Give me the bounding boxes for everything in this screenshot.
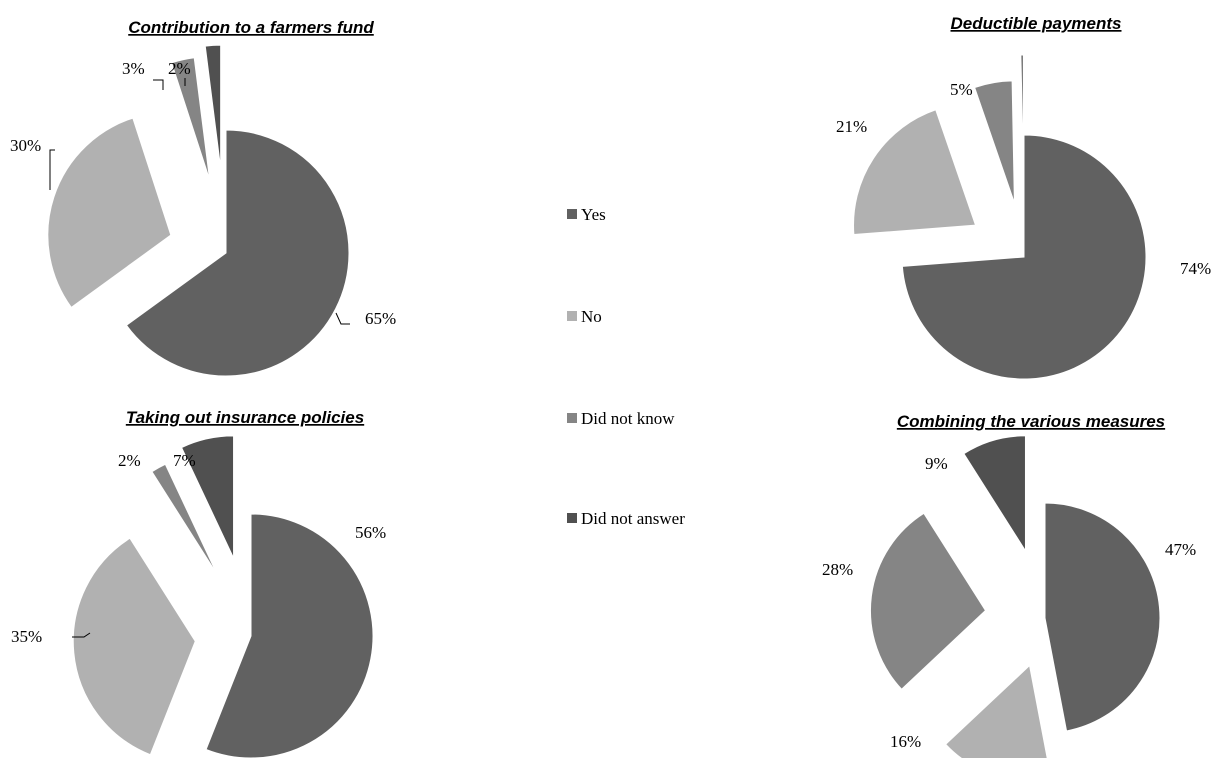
slice-did-not-answer (180, 435, 235, 559)
legend: Yes No Did not know Did not answer (567, 205, 685, 528)
data-label-did-not-know: 5% (950, 80, 973, 99)
slice-no (853, 109, 977, 236)
slice-no (72, 537, 196, 756)
slice-no (945, 664, 1048, 758)
legend-swatch (567, 513, 577, 523)
data-label-no: 30% (10, 136, 41, 155)
legend-item-did-not-know: Did not know (567, 409, 675, 428)
leader-line (335, 312, 350, 325)
pie-chart-contribution-to-a-farmers-fund: Contribution to a farmers fund 65% 30% 3% 2% (10, 18, 396, 377)
legend-label: No (581, 307, 602, 326)
chart-title: Combining the various measures (897, 412, 1165, 431)
data-label-did-not-know: 2% (118, 451, 141, 470)
slice-yes (125, 129, 350, 377)
data-label-yes: 65% (365, 309, 396, 328)
legend-item-did-not-answer: Did not answer (567, 509, 685, 528)
legend-label: Yes (581, 205, 606, 224)
leader-line (153, 79, 164, 90)
leader-line (49, 149, 55, 190)
chart-title: Taking out insurance policies (126, 408, 364, 427)
data-label-did-not-answer: 7% (173, 451, 196, 470)
slice-yes (901, 134, 1147, 380)
legend-item-no: No (567, 307, 602, 326)
legend-item-yes: Yes (567, 205, 606, 224)
data-label-did-not-know: 28% (822, 560, 853, 579)
chart-title: Contribution to a farmers fund (128, 18, 374, 37)
slice-did-not-know (151, 463, 218, 575)
legend-swatch (567, 413, 577, 423)
data-label-did-not-know: 3% (122, 59, 145, 78)
data-label-yes: 74% (1180, 259, 1211, 278)
leader-line (72, 632, 91, 638)
data-label-yes: 47% (1165, 540, 1196, 559)
slice-yes (205, 513, 374, 758)
data-label-no: 16% (890, 732, 921, 751)
data-label-yes: 56% (355, 523, 386, 542)
data-label-no: 21% (836, 117, 867, 136)
slice-did-not-answer (1020, 54, 1024, 178)
slice-did-not-know (170, 57, 211, 180)
legend-swatch (567, 209, 577, 219)
legend-label: Did not know (581, 409, 675, 428)
legend-label: Did not answer (581, 509, 685, 528)
pie-chart-combining-the-various-measures: Combining the various measures 47% 16% 28% 9… (822, 412, 1196, 758)
slice-yes (1044, 502, 1161, 732)
data-label-did-not-answer: 2% (168, 59, 191, 78)
pie-chart-taking-out-insurance-policies: Taking out insurance policies 56% 35% 2% 7% (11, 408, 386, 758)
slice-did-not-answer (204, 44, 222, 169)
data-label-no: 35% (11, 627, 42, 646)
pie-chart-deductible-payments: Deductible payments 74% 21% 5% (836, 14, 1211, 380)
legend-swatch (567, 311, 577, 321)
slice-did-not-know (869, 512, 987, 690)
chart-title: Deductible payments (951, 14, 1122, 33)
slice-did-not-answer (963, 435, 1026, 553)
data-label-did-not-answer: 9% (925, 454, 948, 473)
slice-no (47, 117, 172, 309)
slice-did-not-know (974, 80, 1015, 204)
